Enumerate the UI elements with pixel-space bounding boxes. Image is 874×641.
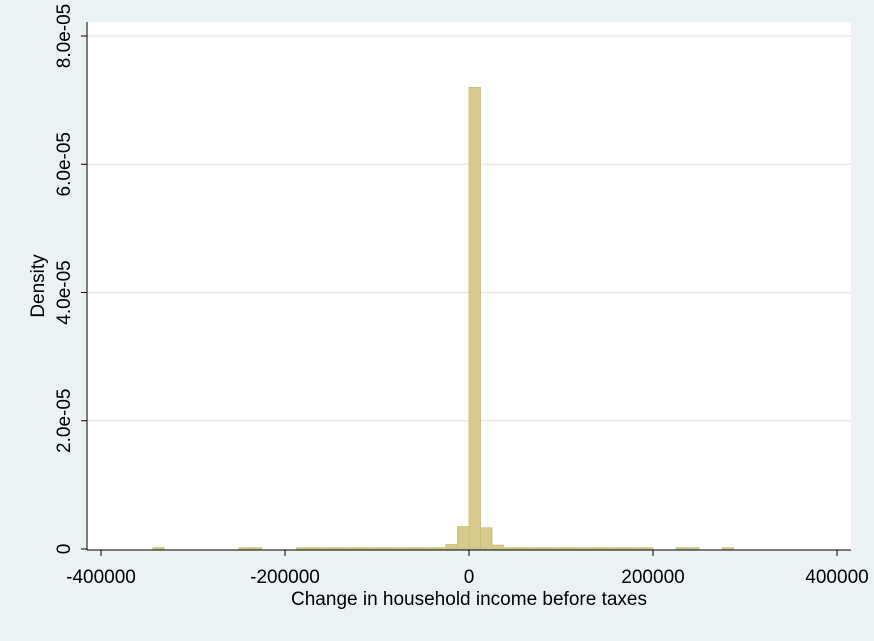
histogram-bar — [468, 86, 481, 550]
histogram-bar — [445, 544, 458, 550]
histogram-bar — [399, 547, 412, 550]
y-axis-label: Density — [28, 254, 49, 318]
histogram-bar — [296, 547, 309, 550]
histogram-bar — [595, 547, 608, 550]
y-tick-label: 2.0e-05 — [54, 389, 75, 453]
y-tick-label: 4.0e-05 — [54, 260, 75, 324]
histogram-bar — [388, 547, 401, 550]
histogram-bar — [457, 526, 470, 550]
x-tick-label: 400000 — [805, 567, 868, 588]
histogram-bar — [526, 547, 539, 550]
x-tick-label: -200000 — [250, 567, 320, 588]
histogram-bar — [250, 547, 263, 550]
histogram-bar — [152, 547, 165, 550]
histogram-bar — [342, 547, 355, 550]
histogram-bar — [514, 547, 527, 550]
histogram-bar — [330, 547, 343, 550]
histogram-bar — [434, 547, 447, 550]
y-tick-label: 0 — [54, 544, 75, 555]
histogram-bar — [376, 547, 389, 550]
histogram-bar — [422, 547, 435, 550]
histogram-bar — [583, 547, 596, 550]
y-ticks: 0 2.0e-05 4.0e-05 6.0e-05 8.0e-05 — [54, 4, 87, 555]
x-tick-label: -400000 — [66, 567, 136, 588]
y-tick-label: 6.0e-05 — [54, 132, 75, 196]
histogram-bar — [549, 547, 562, 550]
histogram-bar — [606, 547, 619, 550]
x-tick-label: 0 — [464, 567, 475, 588]
histogram-bar — [618, 547, 631, 550]
histogram-bar — [675, 547, 688, 550]
histogram-bar — [503, 547, 516, 550]
bars — [152, 86, 734, 550]
histogram-bar — [537, 547, 550, 550]
histogram-bar — [480, 527, 493, 550]
histogram-bar — [353, 547, 366, 550]
histogram-bar — [641, 547, 654, 550]
histogram-bar — [629, 547, 642, 550]
histogram-bar — [687, 547, 700, 550]
histogram-bar — [319, 547, 332, 550]
x-ticks: -400000 -200000 0 200000 400000 — [66, 550, 869, 588]
histogram-bar — [572, 547, 585, 550]
histogram-bar — [238, 547, 251, 550]
histogram-bar — [491, 544, 504, 550]
x-tick-label: 200000 — [621, 567, 684, 588]
histogram-bar — [411, 547, 424, 550]
histogram-bar — [307, 547, 320, 550]
histogram-bar — [560, 547, 573, 550]
histogram-bar — [721, 547, 734, 550]
x-axis-label: Change in household income before taxes — [291, 589, 647, 610]
y-tick-label: 8.0e-05 — [54, 4, 75, 68]
histogram-bar — [365, 547, 378, 550]
